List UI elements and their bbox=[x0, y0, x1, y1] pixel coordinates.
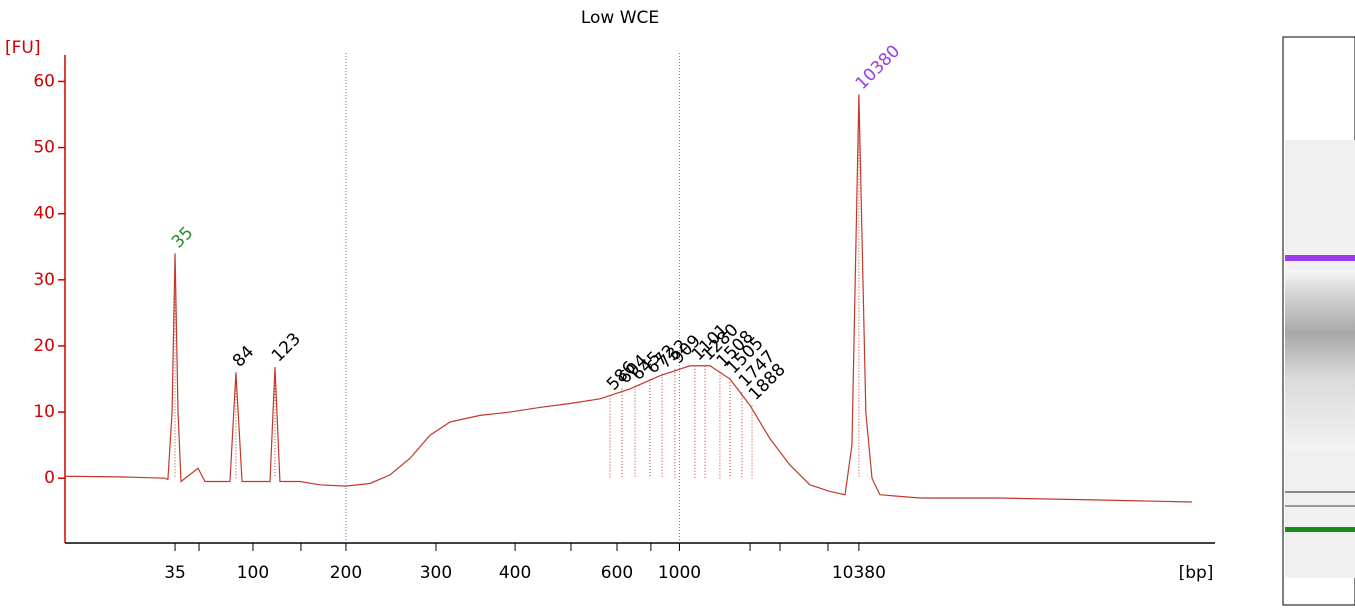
peak-label: 123 bbox=[268, 329, 305, 366]
gel-smear bbox=[1285, 270, 1355, 450]
x-axis-label: [bp] bbox=[1179, 563, 1214, 583]
x-tick-label: 10380 bbox=[832, 563, 886, 583]
y-tick-label: 20 bbox=[33, 336, 55, 356]
y-axis-label: [FU] bbox=[5, 38, 41, 58]
y-tick-label: 0 bbox=[44, 468, 55, 488]
peak-label: 10380 bbox=[852, 41, 904, 93]
gel-band bbox=[1285, 505, 1355, 507]
peak-label: 84 bbox=[229, 342, 258, 371]
x-tick-label: 100 bbox=[237, 563, 269, 583]
x-tick-label: 200 bbox=[330, 563, 362, 583]
y-tick-label: 10 bbox=[33, 402, 55, 422]
gel-lane bbox=[1282, 36, 1355, 606]
x-tick-label: 300 bbox=[420, 563, 452, 583]
y-tick-label: 50 bbox=[33, 138, 55, 158]
peak-label: 35 bbox=[168, 223, 197, 252]
gel-band bbox=[1285, 491, 1355, 493]
gel-band bbox=[1285, 527, 1355, 532]
chart-title: Low WCE bbox=[581, 8, 659, 28]
x-tick-label: 600 bbox=[601, 563, 633, 583]
y-tick-label: 30 bbox=[33, 270, 55, 290]
y-tick-label: 40 bbox=[33, 204, 55, 224]
gel-band bbox=[1285, 255, 1355, 261]
y-tick-label: 60 bbox=[33, 71, 55, 91]
x-tick-label: 400 bbox=[499, 563, 531, 583]
x-tick-label: 1000 bbox=[658, 563, 701, 583]
x-tick-label: 35 bbox=[164, 563, 186, 583]
trace bbox=[64, 94, 1193, 503]
